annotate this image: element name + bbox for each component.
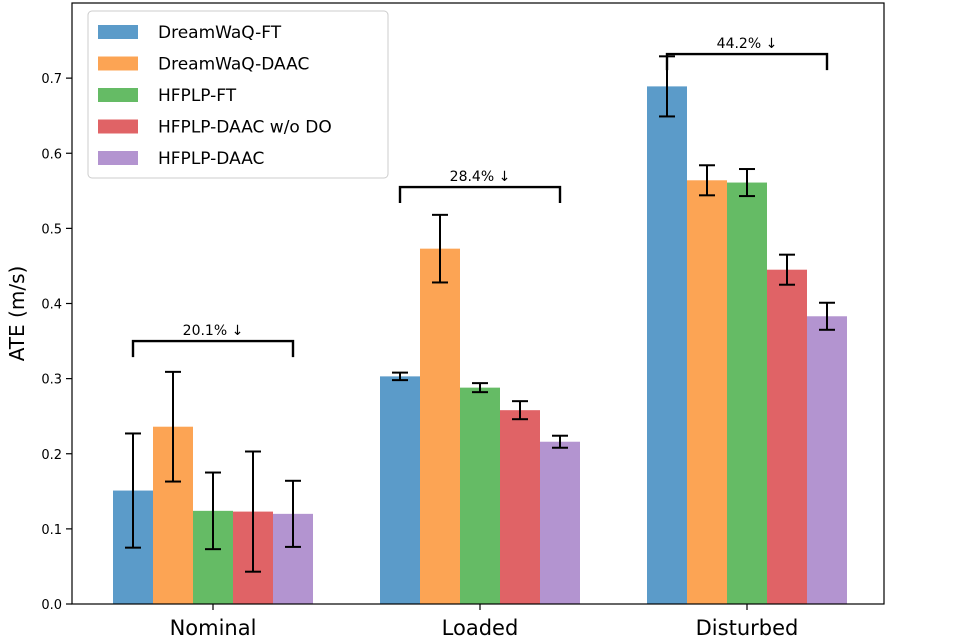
y-tick-label-7: 0.7: [41, 72, 62, 87]
error-bar-hfplp-daac-w-o-do-loaded: [512, 400, 528, 421]
error-bar-hfplp-daac-disturbed: [819, 301, 835, 331]
annotation-label-2: 44.2% ↓: [717, 36, 778, 52]
annotation-bracket-0: [131, 339, 295, 358]
annotations-layer: 20.1% ↓ 28.4% ↓ 44.2% ↓: [131, 36, 829, 358]
y-tick-label-6: 0.6: [41, 147, 62, 162]
legend-swatch-4: [98, 151, 138, 165]
bar-dreamwaq-daac-loaded: [420, 248, 460, 604]
legend-label-2: HFPLP-FT: [158, 86, 237, 106]
error-bar-hfplp-ft-disturbed: [739, 168, 755, 198]
legend-label-3: HFPLP-DAAC w/o DO: [158, 118, 332, 138]
x-tick-label-loaded: Loaded: [442, 616, 519, 640]
error-bar-hfplp-daac-w-o-do-disturbed: [779, 253, 795, 286]
legend-swatch-3: [98, 119, 138, 134]
bar-hfplp-ft-disturbed: [727, 182, 767, 604]
bar-hfplp-ft-loaded: [460, 387, 500, 604]
bar-hfplp-daac-w-o-do-disturbed: [767, 269, 807, 604]
bar-dreamwaq-daac-disturbed: [687, 180, 727, 605]
error-bars-layer: [125, 55, 835, 573]
error-bar-dreamwaq-ft-nominal: [125, 432, 141, 549]
legend-swatch-1: [98, 56, 138, 71]
y-tick-label-3: 0.3: [41, 373, 62, 388]
bar-hfplp-daac-disturbed: [807, 316, 847, 604]
bar-dreamwaq-ft-loaded: [380, 376, 420, 604]
x-tick-label-disturbed: Disturbed: [696, 616, 799, 640]
error-bar-hfplp-daac-nominal: [285, 479, 301, 548]
legend: DreamWaQ-FT DreamWaQ-DAAC HFPLP-FT HFPLP-DA…: [87, 10, 389, 179]
legend-swatch-0: [98, 25, 138, 39]
error-bar-hfplp-daac-w-o-do-nominal: [245, 450, 261, 573]
bar-dreamwaq-ft-disturbed: [647, 86, 687, 605]
y-axis-label: ATE (m/s): [5, 266, 29, 362]
annotation-bracket-1: [398, 185, 562, 204]
x-axis: Nominal Loaded Disturbed: [170, 604, 799, 640]
legend-swatch-2: [98, 88, 138, 102]
error-bar-hfplp-ft-loaded: [472, 382, 488, 394]
error-bar-hfplp-ft-nominal: [205, 471, 221, 551]
annotation-bracket-2: [665, 52, 829, 71]
error-bar-dreamwaq-daac-nominal: [165, 370, 181, 483]
bar-hfplp-daac-loaded: [540, 441, 580, 604]
y-tick-label-0: 0.0: [41, 598, 62, 613]
legend-label-1: DreamWaQ-DAAC: [158, 55, 309, 75]
y-tick-label-1: 0.1: [41, 523, 62, 538]
x-tick-label-nominal: Nominal: [170, 616, 257, 640]
y-tick-label-2: 0.2: [41, 448, 62, 463]
bars-layer: [113, 86, 847, 605]
legend-label-4: HFPLP-DAAC: [158, 149, 264, 169]
legend-box: [87, 10, 389, 179]
y-tick-label-4: 0.4: [41, 298, 62, 313]
error-bar-dreamwaq-daac-disturbed: [699, 164, 715, 197]
bar-hfplp-daac-w-o-do-loaded: [500, 410, 540, 604]
error-bar-dreamwaq-ft-loaded: [392, 371, 408, 382]
legend-label-0: DreamWaQ-FT: [158, 23, 282, 43]
y-tick-label-5: 0.5: [41, 222, 62, 237]
error-bar-dreamwaq-daac-loaded: [432, 213, 448, 284]
error-bar-hfplp-daac-loaded: [552, 434, 568, 449]
annotation-label-1: 28.4% ↓: [450, 169, 511, 185]
annotation-label-0: 20.1% ↓: [183, 323, 244, 339]
y-axis: 0.0 0.1 0.2 0.3 0.4 0.5 0.6 0.7: [41, 72, 72, 613]
